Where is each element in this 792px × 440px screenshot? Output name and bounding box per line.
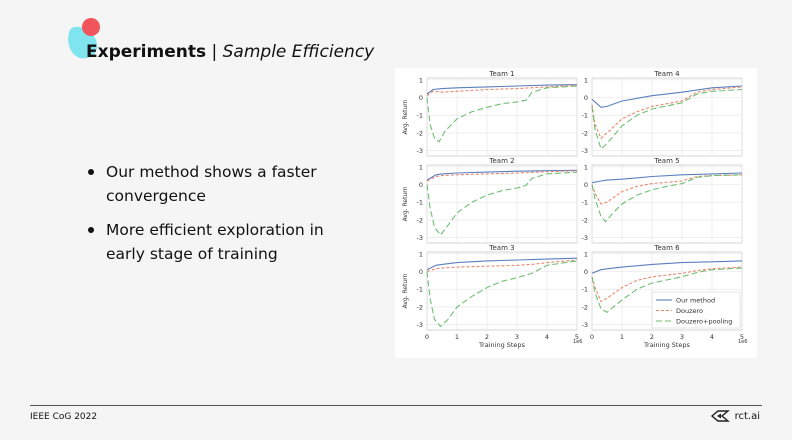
y-tick-label: -1: [417, 286, 423, 294]
bullet-item: More efficient exploration in early stag…: [88, 218, 348, 266]
slide-title: Experiments | Sample Efficiency: [86, 42, 374, 62]
y-tick-label: 1: [419, 250, 423, 258]
y-tick-label: 0: [419, 268, 423, 276]
panel-frame: [591, 77, 743, 157]
panel-title: Team 5: [653, 157, 679, 165]
x-tick-label: 3: [680, 333, 684, 341]
series-line-our-method: [591, 172, 743, 184]
y-tick-label: 0: [584, 268, 588, 276]
series-line-douzero-pooling: [591, 267, 743, 313]
x-tick-label: 2: [650, 333, 654, 341]
legend-label: Our method: [676, 297, 715, 305]
y-tick-label: -1: [582, 286, 588, 294]
y-tick-label: 1: [584, 76, 588, 84]
series-line-douzero: [591, 266, 743, 303]
panel-title: Team 1: [488, 70, 514, 78]
y-tick-label: -1: [582, 199, 588, 207]
x-tick-label: 4: [710, 333, 714, 341]
y-tick-label: -1: [417, 199, 423, 207]
logo-blob-icon: [68, 18, 100, 59]
y-axis-label: Avg. Return: [402, 273, 409, 308]
x-axis-label: Training Steps: [643, 341, 691, 349]
series-line-douzero-pooling: [426, 260, 578, 328]
results-figure: Team 1 1 0 -1 -2 -3 Avg. Return Team 4 1 0 -1 -2 -3 T…: [395, 68, 757, 358]
rct-logo-icon: [710, 410, 730, 422]
y-axis-label: Avg. Return: [402, 99, 409, 134]
legend-label: Douzero: [676, 307, 703, 315]
series-line-douzero: [591, 174, 743, 205]
y-tick-label: 1: [584, 250, 588, 258]
y-tick-label: -2: [582, 303, 588, 311]
y-tick-label: -2: [417, 303, 423, 311]
y-tick-label: 1: [419, 76, 423, 84]
series-line-our-method: [426, 84, 578, 95]
title-subtitle: Sample Efficiency: [222, 42, 375, 62]
panel-frame: [426, 164, 578, 244]
y-tick-label: -2: [582, 129, 588, 137]
blob-red-shape: [82, 18, 100, 36]
y-tick-label: -3: [582, 234, 588, 242]
x-tick-label: 0: [590, 333, 594, 341]
x-axis-label: Training Steps: [478, 341, 526, 349]
x-tick-label: 5: [740, 333, 744, 341]
x-tick-label: 1: [455, 333, 459, 341]
x-tick-label: 1: [620, 333, 624, 341]
y-tick-label: 0: [584, 181, 588, 189]
y-tick-label: 0: [419, 94, 423, 102]
y-tick-label: -2: [417, 129, 423, 137]
y-tick-label: -3: [582, 321, 588, 329]
title-separator: |: [206, 42, 223, 62]
y-tick-label: 1: [419, 163, 423, 171]
x-tick-label: 3: [515, 333, 519, 341]
y-tick-label: -3: [582, 147, 588, 155]
footer-divider: [30, 405, 762, 406]
panel-title: Team 3: [488, 244, 514, 252]
x-tick-label: 0: [425, 333, 429, 341]
y-tick-label: -1: [582, 112, 588, 120]
y-tick-label: -1: [417, 112, 423, 120]
x-multiplier-label: 1e6: [738, 339, 747, 345]
panel-frame: [426, 77, 578, 157]
y-axis-label: Avg. Return: [402, 186, 409, 221]
y-tick-label: -3: [417, 321, 423, 329]
title-main: Experiments: [86, 42, 207, 62]
panel-title: Team 4: [653, 70, 680, 78]
y-tick-label: -3: [417, 234, 423, 242]
series-line-our-method: [591, 85, 743, 108]
y-tick-label: 0: [419, 181, 423, 189]
series-line-douzero: [591, 86, 743, 140]
bullet-list: Our method shows a faster convergence Mo…: [88, 160, 348, 276]
footer-conference: IEEE CoG 2022: [30, 412, 98, 422]
panel-frame: [591, 164, 743, 244]
y-tick-label: -3: [417, 147, 423, 155]
panel-title: Team 2: [488, 157, 514, 165]
bullet-item: Our method shows a faster convergence: [88, 160, 348, 208]
sample-efficiency-chart: Team 1 1 0 -1 -2 -3 Avg. Return Team 4 1 0 -1 -2 -3 T…: [402, 70, 747, 349]
legend-label: Douzero+pooling: [676, 318, 732, 326]
y-tick-label: -2: [417, 216, 423, 224]
series-line-douzero: [426, 170, 578, 182]
footer-brand: rct.ai: [710, 410, 760, 422]
series-line-douzero-pooling: [426, 171, 578, 236]
series-line-douzero: [426, 259, 578, 273]
series-line-our-method: [426, 257, 578, 271]
series-line-our-method: [591, 260, 743, 274]
series-line-douzero-pooling: [426, 85, 578, 143]
series-line-our-method: [426, 169, 578, 181]
series-line-douzero: [426, 84, 578, 97]
brand-name: rct.ai: [734, 410, 760, 422]
y-tick-label: 1: [584, 163, 588, 171]
x-multiplier-label: 1e6: [573, 339, 582, 345]
panel-title: Team 6: [653, 244, 680, 252]
series-line-douzero-pooling: [591, 174, 743, 223]
series-line-douzero-pooling: [591, 88, 743, 150]
x-tick-label: 2: [485, 333, 489, 341]
x-tick-label: 4: [545, 333, 549, 341]
y-tick-label: -2: [582, 216, 588, 224]
x-tick-label: 5: [575, 333, 579, 341]
y-tick-label: 0: [584, 94, 588, 102]
